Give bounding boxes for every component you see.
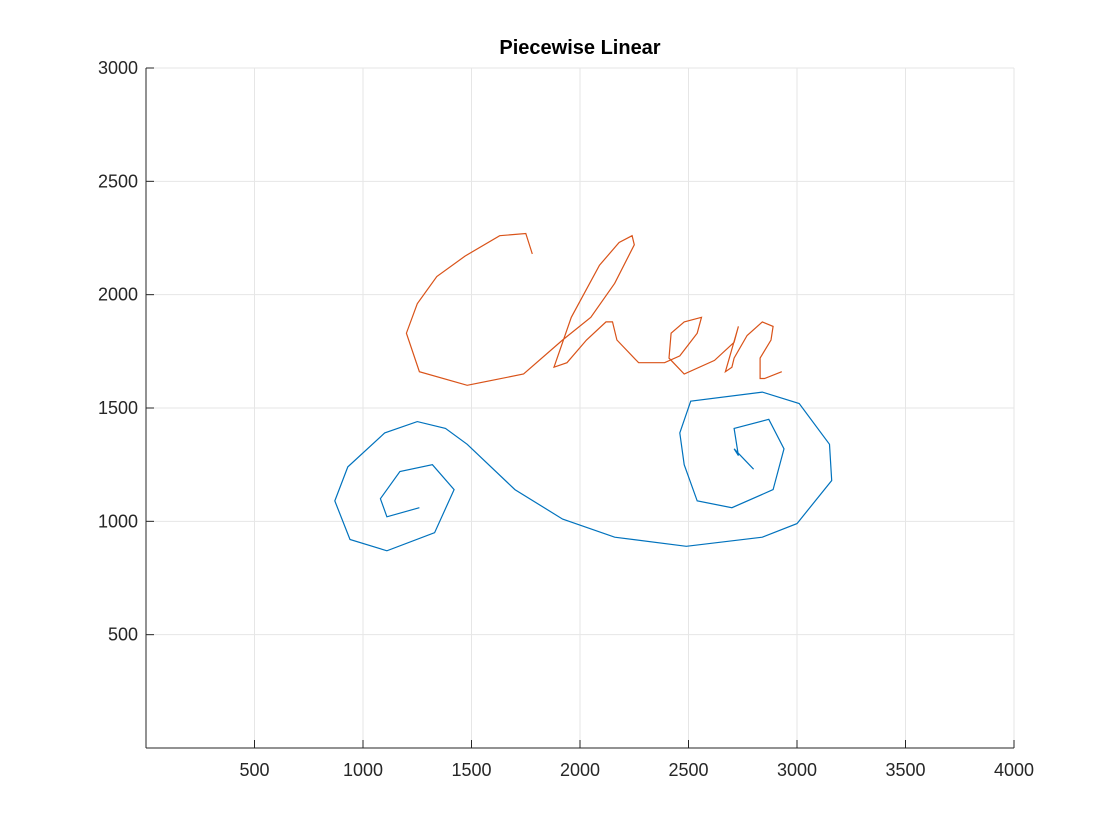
- y-tick-label: 2500: [98, 171, 138, 191]
- x-tick-label: 4000: [994, 760, 1034, 780]
- plot-lines: [334, 232, 833, 552]
- series-line-1: [334, 391, 833, 552]
- x-tick-label: 1500: [451, 760, 491, 780]
- x-tick-label: 3000: [777, 760, 817, 780]
- axes: [145, 67, 1015, 749]
- y-tick-label: 500: [108, 625, 138, 645]
- tick-labels: 500 1000 1500 2000 2500 3000 3500 4000 500 1000 15…: [98, 58, 1034, 780]
- x-tick-label: 2500: [668, 760, 708, 780]
- y-tick-label: 3000: [98, 58, 138, 78]
- x-tick-label: 2000: [560, 760, 600, 780]
- chart-title: Piecewise Linear: [499, 37, 660, 59]
- x-tick-label: 1000: [343, 760, 383, 780]
- y-tick-label: 1000: [98, 511, 138, 531]
- y-tick-label: 1500: [98, 398, 138, 418]
- series-line-2: [405, 232, 783, 386]
- x-tick-label: 500: [239, 760, 269, 780]
- y-tick-label: 2000: [98, 285, 138, 305]
- x-tick-label: 3500: [885, 760, 925, 780]
